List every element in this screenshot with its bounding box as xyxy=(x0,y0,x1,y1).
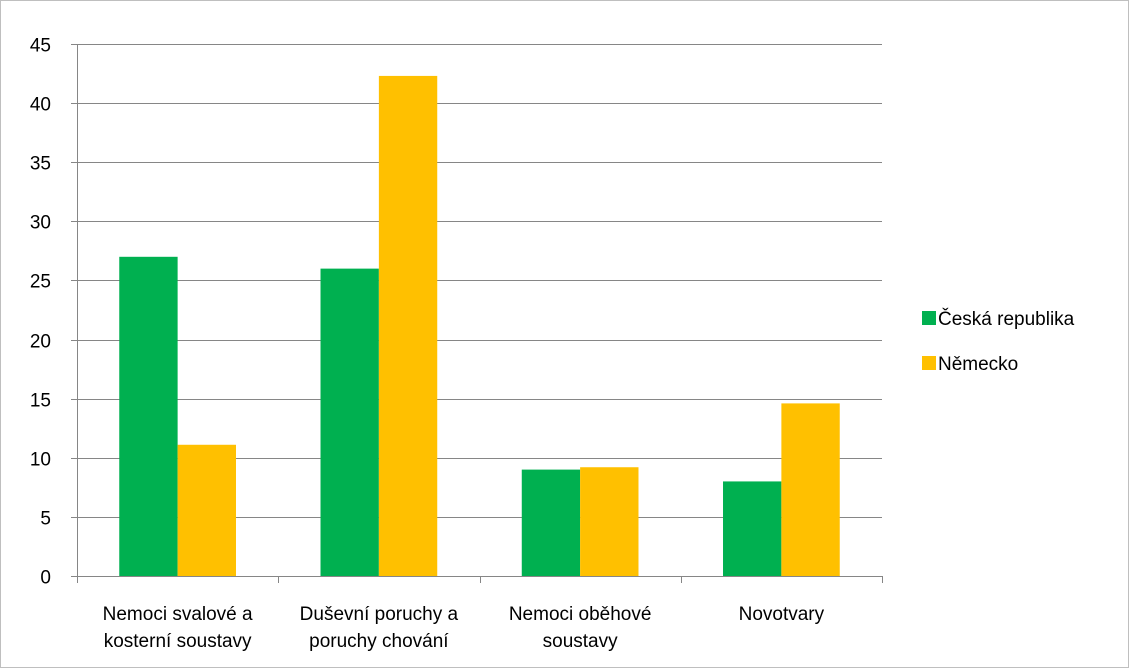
y-tick-label: 30 xyxy=(30,213,51,234)
x-category-label: Nemoci svalové a xyxy=(103,604,253,625)
bar-nemecko xyxy=(781,403,840,576)
bar-nemecko xyxy=(580,467,639,576)
bar-nemecko xyxy=(177,444,236,576)
bar-nemecko xyxy=(378,75,438,577)
legend-label: Německo xyxy=(938,354,1018,375)
legend-swatch xyxy=(922,311,936,325)
y-tick-label: 0 xyxy=(40,568,51,589)
bar-ceska-republika xyxy=(119,256,178,576)
y-tick-label: 25 xyxy=(30,272,51,293)
bar-ceska-republika xyxy=(320,268,379,576)
y-tick-label: 35 xyxy=(30,154,51,175)
x-category-label: kosterní soustavy xyxy=(104,631,252,652)
x-category-label: Duševní poruchy a xyxy=(300,604,459,625)
y-tick-label: 5 xyxy=(40,509,51,530)
bar-ceska-republika xyxy=(723,481,782,576)
bar-ceska-republika xyxy=(521,469,581,576)
legend: Česká republika Německo xyxy=(922,308,1075,375)
axes xyxy=(71,44,883,583)
y-tick-labels: 0 5 10 15 20 25 30 35 40 45 xyxy=(30,36,51,589)
legend-swatch xyxy=(922,356,936,370)
y-tick-label: 45 xyxy=(30,36,51,57)
y-tick-label: 15 xyxy=(30,391,51,412)
y-tick-label: 40 xyxy=(30,95,51,116)
legend-label: Česká republika xyxy=(938,308,1075,330)
x-category-label: Nemoci oběhové xyxy=(509,604,652,625)
x-category-label: Novotvary xyxy=(739,604,825,625)
x-category-label: soustavy xyxy=(543,631,618,652)
x-category-labels: Nemoci svalové a kosterní soustavy Duševní… xyxy=(103,604,825,652)
bars xyxy=(119,75,840,577)
y-tick-label: 20 xyxy=(30,332,51,353)
x-category-label: poruchy chování xyxy=(309,631,449,652)
y-tick-label: 10 xyxy=(30,450,51,471)
